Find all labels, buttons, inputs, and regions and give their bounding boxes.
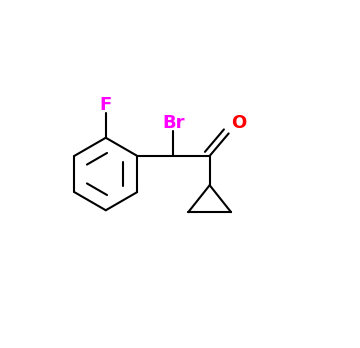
- Text: O: O: [231, 114, 246, 132]
- Text: F: F: [100, 96, 112, 114]
- Text: Br: Br: [162, 114, 185, 132]
